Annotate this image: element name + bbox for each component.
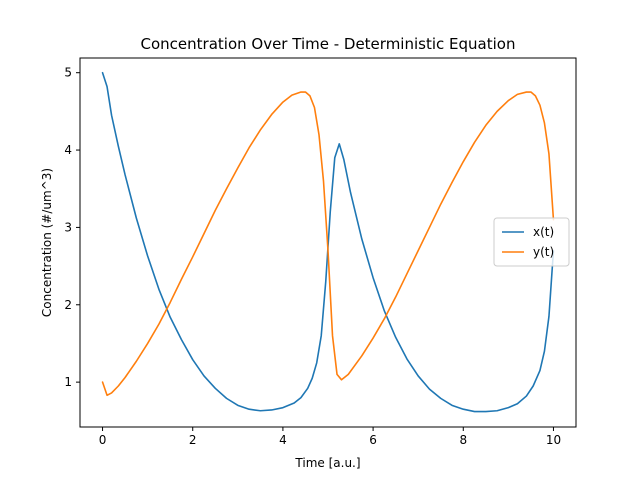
legend-label: y(t) — [533, 245, 554, 259]
y-tick-label: 1 — [64, 375, 72, 389]
legend-box — [493, 217, 570, 267]
plot-area — [79, 57, 577, 428]
x-tick-label: 2 — [189, 433, 197, 447]
x-tick-label: 4 — [279, 433, 287, 447]
y-axis: 1 2 3 4 5 — [64, 66, 80, 389]
x-tick-label: 8 — [459, 433, 467, 447]
y-tick-label: 4 — [64, 143, 72, 157]
legend: x(t) y(t) — [493, 217, 570, 267]
y-tick-label: 5 — [64, 66, 72, 80]
y-tick-label: 3 — [64, 220, 72, 234]
x-tick-label: 6 — [369, 433, 377, 447]
axes-frame — [79, 57, 577, 428]
x-axis: 0 2 4 6 8 10 — [99, 427, 561, 447]
legend-label: x(t) — [533, 225, 554, 239]
x-tick-label: 10 — [546, 433, 561, 447]
chart-title: Concentration Over Time - Deterministic … — [141, 35, 516, 53]
y-tick-label: 2 — [64, 298, 72, 312]
series-layer — [101, 71, 555, 413]
x-tick-label: 0 — [99, 433, 107, 447]
y-axis-label: Concentration (#/um^3) — [40, 168, 54, 317]
x-axis-label: Time [a.u.] — [294, 456, 360, 470]
series-line-2 — [101, 91, 555, 397]
